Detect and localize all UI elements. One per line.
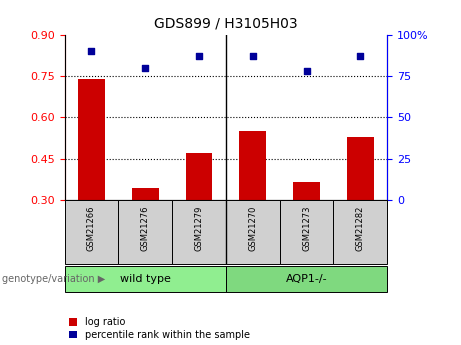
Bar bbox=[172, 200, 226, 264]
Bar bbox=[118, 200, 172, 264]
Bar bbox=[239, 131, 266, 200]
Text: GSM21266: GSM21266 bbox=[87, 205, 96, 251]
Text: GSM21276: GSM21276 bbox=[141, 205, 150, 251]
Text: genotype/variation ▶: genotype/variation ▶ bbox=[2, 274, 106, 284]
Text: GSM21273: GSM21273 bbox=[302, 205, 311, 251]
Bar bbox=[333, 200, 387, 264]
Point bbox=[142, 65, 149, 70]
Text: GSM21270: GSM21270 bbox=[248, 205, 257, 250]
Point bbox=[195, 53, 203, 59]
Bar bbox=[78, 79, 105, 200]
Bar bbox=[347, 137, 374, 200]
Text: AQP1-/-: AQP1-/- bbox=[286, 274, 327, 284]
Point bbox=[357, 53, 364, 59]
Text: GSM21282: GSM21282 bbox=[356, 205, 365, 250]
Bar bbox=[226, 266, 387, 292]
Title: GDS899 / H3105H03: GDS899 / H3105H03 bbox=[154, 17, 298, 31]
Legend: log ratio, percentile rank within the sample: log ratio, percentile rank within the sa… bbox=[70, 317, 250, 340]
Bar bbox=[185, 153, 213, 200]
Bar bbox=[65, 266, 226, 292]
Point bbox=[249, 53, 256, 59]
Bar bbox=[293, 182, 320, 200]
Bar bbox=[280, 200, 333, 264]
Text: GSM21279: GSM21279 bbox=[195, 205, 203, 250]
Text: wild type: wild type bbox=[120, 274, 171, 284]
Point bbox=[88, 48, 95, 54]
Bar bbox=[226, 200, 280, 264]
Point bbox=[303, 68, 310, 74]
Bar bbox=[65, 200, 118, 264]
Bar bbox=[132, 188, 159, 200]
